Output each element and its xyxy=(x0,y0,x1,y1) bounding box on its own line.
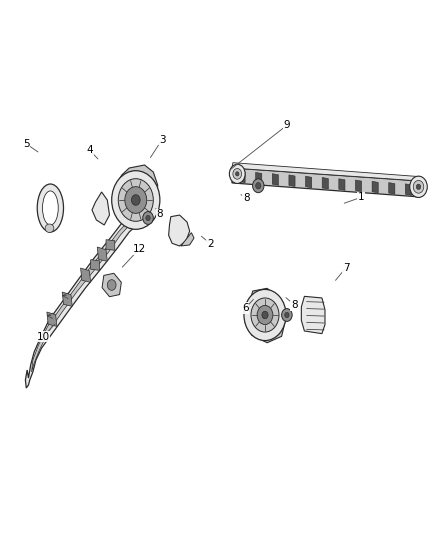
Polygon shape xyxy=(372,181,378,193)
Ellipse shape xyxy=(118,179,153,221)
Polygon shape xyxy=(169,215,190,246)
Ellipse shape xyxy=(45,224,54,232)
Text: 4: 4 xyxy=(86,146,93,155)
Ellipse shape xyxy=(413,180,424,193)
Ellipse shape xyxy=(146,215,150,221)
Polygon shape xyxy=(322,177,328,189)
Polygon shape xyxy=(356,180,362,191)
Polygon shape xyxy=(256,172,262,184)
Ellipse shape xyxy=(230,164,245,183)
Text: 2: 2 xyxy=(207,239,214,248)
Ellipse shape xyxy=(282,309,292,321)
Polygon shape xyxy=(389,183,395,194)
Ellipse shape xyxy=(244,289,286,341)
Polygon shape xyxy=(289,175,295,187)
Ellipse shape xyxy=(262,311,268,319)
Polygon shape xyxy=(106,240,115,251)
Ellipse shape xyxy=(233,168,242,179)
Ellipse shape xyxy=(256,182,261,189)
Ellipse shape xyxy=(285,312,289,318)
Polygon shape xyxy=(405,184,411,196)
Ellipse shape xyxy=(251,298,279,332)
Ellipse shape xyxy=(42,191,58,225)
Text: 8: 8 xyxy=(291,300,298,310)
Ellipse shape xyxy=(257,305,273,325)
Ellipse shape xyxy=(112,171,160,229)
Polygon shape xyxy=(97,247,107,261)
Polygon shape xyxy=(32,208,142,372)
Polygon shape xyxy=(25,205,148,388)
Text: 8: 8 xyxy=(156,209,163,219)
Polygon shape xyxy=(239,171,245,183)
Ellipse shape xyxy=(410,176,427,197)
Ellipse shape xyxy=(37,184,64,232)
Polygon shape xyxy=(92,192,110,225)
Text: 6: 6 xyxy=(242,303,249,313)
Ellipse shape xyxy=(107,280,116,290)
Polygon shape xyxy=(306,176,312,188)
Polygon shape xyxy=(245,288,286,343)
Text: 12: 12 xyxy=(133,244,146,254)
Ellipse shape xyxy=(143,212,153,224)
Polygon shape xyxy=(81,268,91,282)
Ellipse shape xyxy=(416,184,420,189)
Polygon shape xyxy=(232,163,420,181)
Ellipse shape xyxy=(253,179,264,192)
Polygon shape xyxy=(339,179,345,190)
Polygon shape xyxy=(47,312,57,326)
Polygon shape xyxy=(102,273,121,297)
Text: 10: 10 xyxy=(36,332,49,342)
Ellipse shape xyxy=(131,195,140,205)
Text: 5: 5 xyxy=(23,139,30,149)
Ellipse shape xyxy=(125,187,147,213)
Polygon shape xyxy=(272,174,279,185)
Text: 3: 3 xyxy=(159,135,166,144)
Ellipse shape xyxy=(236,172,239,176)
Polygon shape xyxy=(113,165,158,225)
Polygon shape xyxy=(91,260,99,270)
Text: 1: 1 xyxy=(358,192,365,202)
Polygon shape xyxy=(232,168,419,197)
Text: 9: 9 xyxy=(283,120,290,130)
Text: 7: 7 xyxy=(343,263,350,272)
Polygon shape xyxy=(62,292,72,306)
Text: 8: 8 xyxy=(243,193,250,203)
Polygon shape xyxy=(301,296,325,334)
Polygon shape xyxy=(181,233,194,246)
